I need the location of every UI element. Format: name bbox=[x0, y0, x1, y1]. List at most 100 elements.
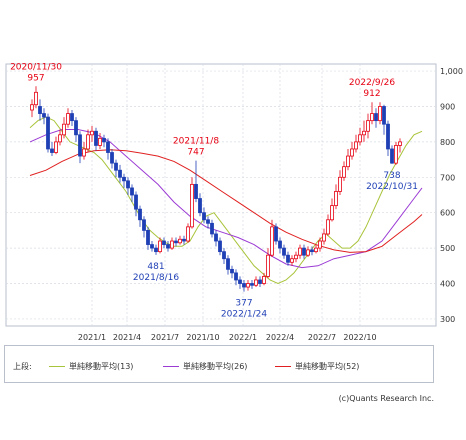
candle-body bbox=[246, 283, 250, 288]
y-tick-label: 900 bbox=[440, 102, 455, 111]
candle-body bbox=[270, 226, 274, 256]
legend-prefix: 上段: bbox=[13, 362, 32, 371]
candle-body bbox=[230, 268, 234, 274]
legend-label-ma13: 単純移動平均(13) bbox=[69, 362, 134, 371]
candle-body bbox=[134, 194, 138, 210]
candle-body bbox=[298, 247, 302, 256]
candle-body bbox=[222, 251, 226, 260]
candle-body bbox=[262, 276, 266, 284]
candle-body bbox=[66, 113, 70, 125]
y-tick-label: 600 bbox=[440, 209, 455, 218]
candle-body bbox=[150, 244, 154, 249]
candle-body bbox=[238, 279, 242, 284]
candle-body bbox=[162, 240, 166, 245]
candle-body bbox=[382, 106, 386, 125]
candle-body bbox=[118, 169, 122, 178]
plot-area bbox=[5, 63, 437, 327]
annotation-date: 2020/11/30 bbox=[10, 62, 62, 72]
candle-body bbox=[110, 152, 114, 164]
candle-body bbox=[358, 134, 362, 143]
x-tick-label: 2021/1 bbox=[78, 333, 106, 340]
annotation-value: 912 bbox=[363, 89, 380, 99]
y-tick-label: 400 bbox=[440, 280, 455, 289]
x-tick-label: 2022/10 bbox=[343, 333, 376, 340]
legend-swatch-ma13 bbox=[49, 366, 65, 367]
candle-body bbox=[354, 141, 358, 150]
candle-body bbox=[310, 249, 314, 253]
candle-body bbox=[322, 233, 326, 242]
annotation-value: 747 bbox=[187, 148, 204, 158]
candle-body bbox=[266, 254, 270, 277]
candle-body bbox=[158, 240, 162, 253]
copyright: (c)Quants Research Inc. bbox=[338, 394, 434, 403]
x-tick-label: 2022/7 bbox=[308, 333, 336, 340]
candle-body bbox=[330, 205, 334, 221]
candle-body bbox=[38, 106, 42, 114]
candle-body bbox=[74, 120, 78, 136]
annotation-value: 738 bbox=[383, 171, 400, 181]
x-tick-label: 2022/1 bbox=[229, 333, 257, 340]
candle-body bbox=[294, 254, 298, 260]
candle-body bbox=[274, 226, 278, 242]
legend-item-ma52: 単純移動平均(52) bbox=[275, 361, 359, 372]
candle-body bbox=[46, 116, 50, 150]
chart-svg: 300 400 500 600 700 800 900 1,000 2021/1 2021/4 20… bbox=[5, 62, 463, 342]
candle-body bbox=[206, 219, 210, 224]
candle-body bbox=[146, 230, 150, 245]
moving-average-line bbox=[29, 116, 423, 285]
annotation-date: 2022/10/31 bbox=[366, 182, 418, 192]
candle-body bbox=[30, 104, 34, 111]
candle-body bbox=[226, 258, 230, 270]
candle-body bbox=[186, 226, 190, 242]
candle-body bbox=[378, 106, 382, 122]
legend-label-ma26: 単純移動平均(26) bbox=[183, 362, 248, 371]
candle-body bbox=[218, 240, 222, 253]
candle-body bbox=[286, 254, 290, 263]
candle-body bbox=[254, 279, 258, 286]
candle-body bbox=[82, 148, 86, 157]
x-tick-label: 2021/7 bbox=[151, 333, 179, 340]
candle-body bbox=[282, 247, 286, 256]
candle-body bbox=[250, 283, 254, 286]
candle-body bbox=[170, 240, 174, 249]
candle-body bbox=[154, 247, 158, 253]
annotation-value: 377 bbox=[235, 299, 252, 309]
candle-body bbox=[302, 247, 306, 256]
legend-item-ma26: 単純移動平均(26) bbox=[163, 361, 247, 372]
candle-body bbox=[174, 240, 178, 244]
candle-body bbox=[346, 155, 350, 168]
annotation-value: 481 bbox=[147, 262, 164, 272]
candle-body bbox=[78, 134, 82, 157]
candle-body bbox=[370, 113, 374, 122]
annotation-date: 2021/11/8 bbox=[173, 137, 219, 147]
y-tick-label: 300 bbox=[440, 315, 455, 324]
candle-body bbox=[342, 166, 346, 178]
candle-body bbox=[242, 283, 246, 288]
candle-body bbox=[94, 130, 98, 146]
candle-body bbox=[278, 240, 282, 249]
candle-body bbox=[334, 191, 338, 207]
candle-body bbox=[122, 176, 126, 182]
x-tick-label: 2022/4 bbox=[266, 333, 294, 340]
x-tick-label: 2021/4 bbox=[113, 333, 141, 340]
legend-label-ma52: 単純移動平均(52) bbox=[295, 362, 360, 371]
candle-body bbox=[398, 141, 402, 146]
candle-body bbox=[106, 141, 110, 153]
candle-body bbox=[210, 222, 214, 235]
candle-body bbox=[190, 183, 194, 228]
candle-body bbox=[54, 141, 58, 153]
legend-swatch-ma52 bbox=[275, 366, 291, 367]
candle-body bbox=[314, 247, 318, 253]
candle-body bbox=[198, 198, 202, 214]
candle-body bbox=[90, 130, 94, 136]
candle-body bbox=[318, 240, 322, 249]
candle-body bbox=[386, 123, 390, 150]
candle-body bbox=[350, 148, 354, 157]
candle-body bbox=[86, 134, 90, 150]
candle-body bbox=[98, 137, 102, 146]
candle-body bbox=[394, 145, 398, 164]
candle-body bbox=[114, 162, 118, 171]
candle-body bbox=[214, 233, 218, 242]
candle-body bbox=[130, 187, 134, 196]
